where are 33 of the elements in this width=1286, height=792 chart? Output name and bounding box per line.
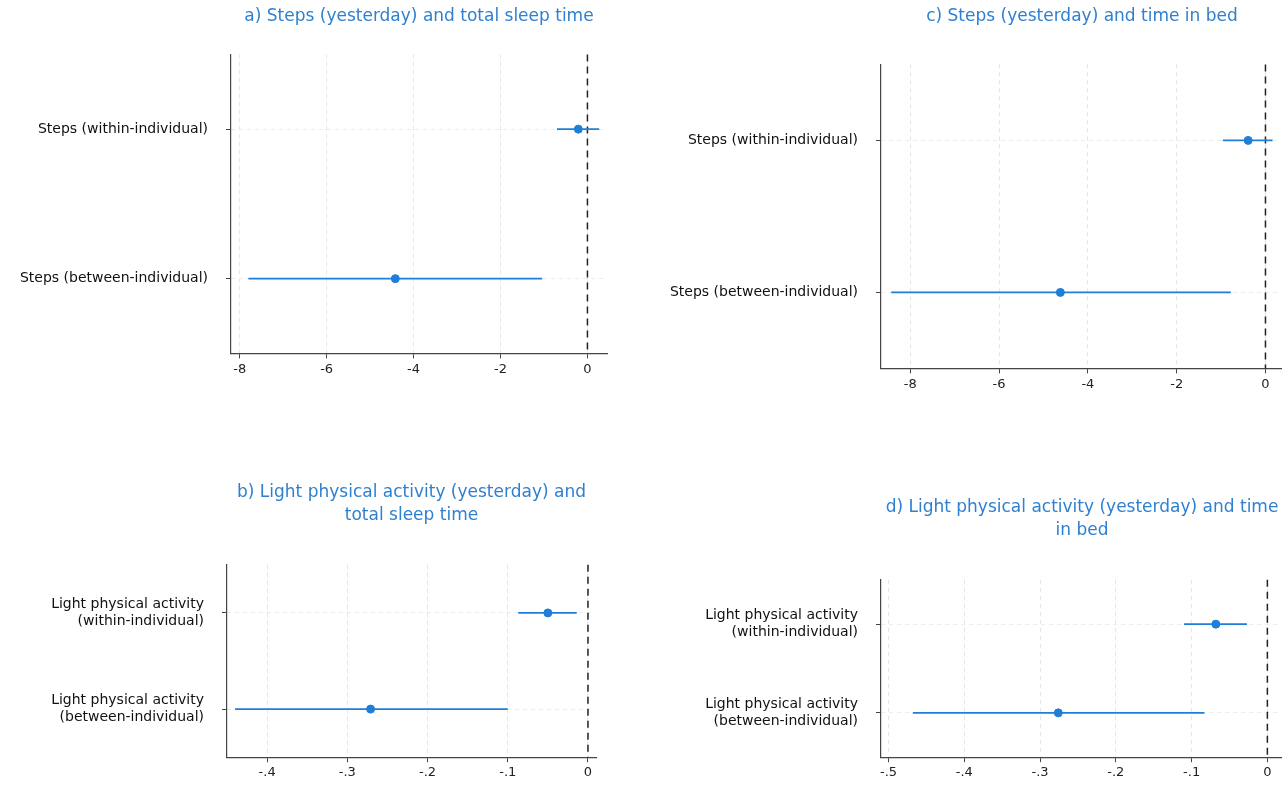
x-tick-label: 0 (583, 764, 593, 780)
chart-title: b) Light physical activity (yesterday) and total sleep time (236, 480, 587, 526)
x-tick-label: -.5 (880, 764, 898, 780)
x-tick-label: 0 (583, 360, 592, 376)
x-tick-label: -4 (1081, 375, 1095, 391)
x-tick-label: -.1 (499, 764, 517, 780)
y-tick-label: Light physical activity (between-individual) (51, 691, 204, 725)
y-tick-label: Steps (within-individual) (687, 131, 858, 148)
y-tick-label: Light physical activity (within-individual) (705, 606, 858, 640)
x-tick-label: -.3 (1031, 764, 1049, 780)
x-tick-label: -.1 (1183, 764, 1201, 780)
chart-title: c) Steps (yesterday) and time in bed (925, 4, 1239, 27)
x-tick-label: -.4 (258, 764, 276, 780)
chart-title: a) Steps (yesterday) and total sleep time (243, 4, 595, 27)
x-tick-label: -6 (992, 375, 1006, 391)
y-tick-label: Light physical activity (within-individual) (51, 595, 204, 628)
x-tick-label: 0 (1263, 764, 1272, 780)
x-tick-label: -4 (407, 360, 421, 376)
x-tick-label: -8 (233, 360, 247, 376)
y-tick-label: Light physical activity (between-individual) (705, 695, 858, 728)
x-tick-label: 0 (1261, 375, 1270, 391)
x-tick-label: -.2 (1107, 764, 1125, 780)
x-tick-label: -2 (1170, 375, 1184, 391)
chart-title: d) Light physical activity (yesterday) and time in bed (884, 495, 1280, 541)
x-tick-label: -.2 (418, 764, 437, 780)
x-tick-label: -.3 (338, 764, 356, 780)
x-tick-label: -.4 (955, 764, 973, 780)
x-tick-label: -6 (320, 360, 334, 376)
x-tick-label: -2 (494, 360, 507, 376)
y-tick-label: Steps (between-individual) (669, 283, 858, 300)
y-tick-label: Steps (within-individual) (37, 119, 208, 136)
y-tick-label: Steps (between-individual) (19, 269, 208, 286)
x-tick-label: -8 (903, 375, 917, 391)
